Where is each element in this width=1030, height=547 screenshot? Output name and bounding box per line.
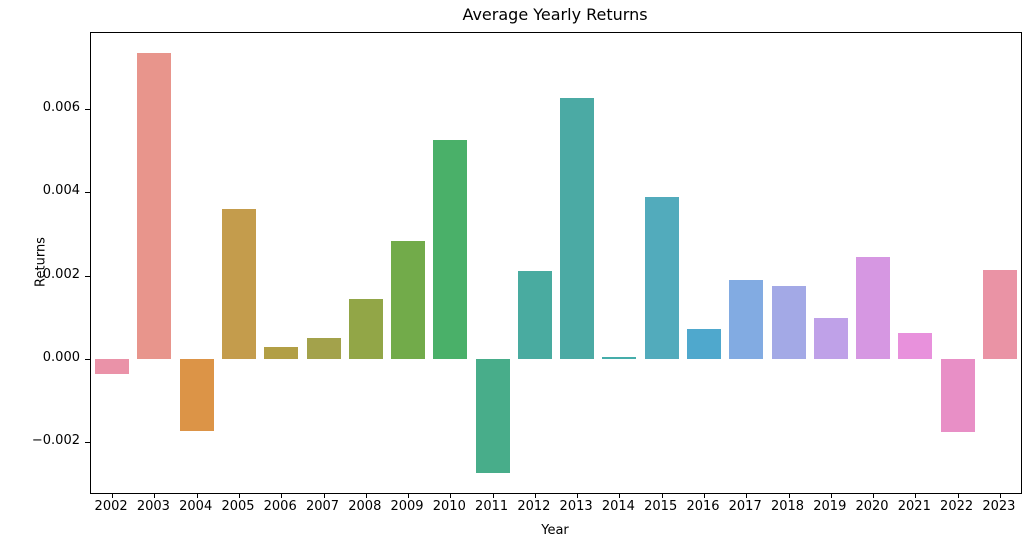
x-tick-label-2007: 2007 (305, 499, 340, 514)
bar-2003 (137, 52, 172, 359)
x-tick-label-2020: 2020 (855, 499, 889, 514)
bar-2022 (940, 359, 975, 433)
x-tick-label-2002: 2002 (94, 499, 128, 514)
y-tick-mark (85, 275, 90, 277)
x-tick-label-2003: 2003 (136, 499, 170, 514)
x-tick-mark (577, 493, 579, 498)
y-tick-label: 0.002 (42, 266, 80, 282)
x-tick-mark (239, 493, 240, 498)
bar-2007 (306, 337, 341, 359)
x-axis-label: Year (541, 523, 569, 538)
x-tick-label-2017: 2017 (728, 499, 762, 514)
bar-2021 (898, 333, 933, 359)
x-tick-mark (323, 493, 325, 498)
chart-title: Average Yearly Returns (462, 5, 648, 24)
x-tick-label-2005: 2005 (221, 499, 255, 514)
x-tick-mark (281, 493, 283, 498)
x-tick-mark (534, 493, 536, 498)
x-tick-mark (154, 493, 156, 498)
plot-area (85, 32, 1022, 498)
x-tick-mark (661, 493, 663, 498)
x-tick-label-2014: 2014 (601, 499, 635, 514)
x-tick-mark (957, 493, 959, 498)
bar-2006 (264, 347, 299, 359)
y-tick-label: 0.000 (42, 350, 80, 365)
x-tick-label-2019: 2019 (813, 499, 847, 514)
x-tick-mark (788, 493, 790, 498)
x-tick-mark (492, 493, 494, 498)
bar-2014 (602, 356, 637, 359)
bar-2018 (771, 285, 806, 359)
bar-2011 (475, 359, 510, 473)
y-tick-mark (85, 359, 90, 360)
x-tick-mark (450, 493, 452, 498)
bar-2005 (222, 208, 256, 359)
bar-2019 (813, 318, 848, 359)
x-tick-mark (830, 493, 832, 498)
x-tick-mark (999, 493, 1001, 498)
y-tick-label: −0.002 (31, 433, 80, 449)
x-tick-mark (746, 493, 748, 498)
x-tick-mark (619, 493, 621, 498)
x-tick-label-2013: 2013 (559, 499, 593, 514)
bar-2016 (687, 329, 721, 359)
x-tick-mark (873, 493, 874, 498)
bar-2008 (348, 299, 383, 359)
x-tick-label-2021: 2021 (897, 499, 931, 514)
x-tick-mark (408, 493, 409, 498)
bar-2013 (560, 97, 595, 359)
x-tick-label-2023: 2023 (982, 499, 1016, 514)
bar-2012 (517, 271, 552, 359)
x-tick-label-2012: 2012 (517, 499, 551, 514)
x-tick-label-2010: 2010 (432, 499, 466, 514)
x-tick-label-2008: 2008 (348, 499, 382, 514)
x-tick-mark (704, 493, 705, 498)
x-tick-label-2022: 2022 (940, 499, 974, 514)
x-tick-label-2004: 2004 (179, 499, 213, 514)
x-tick-label-2016: 2016 (686, 499, 720, 514)
y-tick-label: 0.004 (42, 183, 80, 199)
x-tick-label-2018: 2018 (770, 499, 805, 514)
bar-2020 (856, 256, 890, 359)
x-tick-label-2015: 2015 (644, 499, 678, 514)
x-tick-label-2009: 2009 (390, 499, 424, 514)
bar-2015 (644, 197, 679, 359)
bar-2002 (95, 359, 130, 375)
x-tick-label-2006: 2006 (263, 499, 297, 514)
bar-2023 (982, 269, 1017, 359)
bar-2004 (179, 359, 214, 432)
y-tick-mark (85, 442, 90, 444)
x-tick-label-2011: 2011 (475, 499, 509, 514)
x-tick-mark (915, 493, 917, 498)
x-tick-mark (112, 493, 114, 498)
x-tick-mark (365, 493, 367, 498)
x-tick-mark (196, 493, 198, 498)
y-tick-mark (85, 108, 90, 110)
bar-2009 (391, 240, 425, 359)
bar-2010 (433, 139, 468, 359)
bar-2017 (729, 279, 764, 359)
y-tick-mark (85, 192, 90, 194)
y-tick-label: 0.006 (42, 99, 80, 115)
